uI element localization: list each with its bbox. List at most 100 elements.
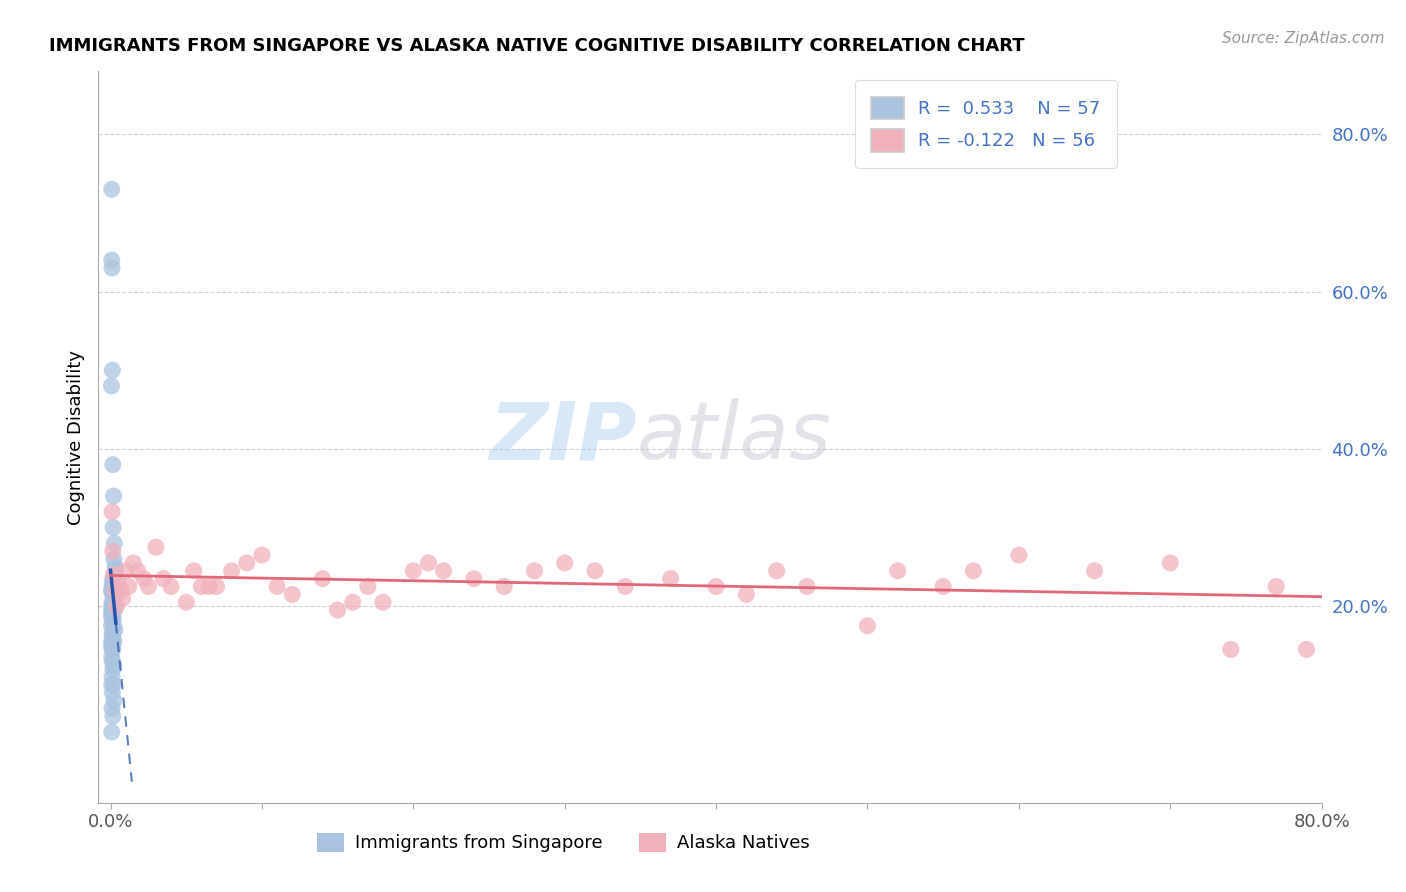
Point [103,658,125,673]
Point [103,599,125,614]
Point [101,631,124,645]
Point [100,634,122,648]
Point [103,678,125,692]
Point [1159,556,1181,570]
Point [101,575,124,590]
Point [103,611,125,625]
Point [138,580,160,594]
Point [101,544,124,558]
Point [101,505,124,519]
Point [100,725,122,739]
Point [614,580,637,594]
Point [962,564,984,578]
Point [101,595,124,609]
Point [357,580,380,594]
Point [160,580,183,594]
Point [796,580,818,594]
Text: IMMIGRANTS FROM SINGAPORE VS ALASKA NATIVE COGNITIVE DISABILITY CORRELATION CHAR: IMMIGRANTS FROM SINGAPORE VS ALASKA NATI… [49,37,1025,54]
Point [856,619,879,633]
Point [100,650,122,665]
Point [932,580,955,594]
Point [107,575,129,590]
Point [101,603,124,617]
Point [101,626,124,640]
Point [371,595,394,609]
Point [1008,548,1031,562]
Point [101,580,124,594]
Point [103,489,125,503]
Point [190,580,212,594]
Point [101,572,124,586]
Point [127,564,149,578]
Point [101,615,124,629]
Point [311,572,333,586]
Point [554,556,576,570]
Point [1265,580,1288,594]
Point [111,591,134,606]
Point [281,587,304,601]
Point [100,253,122,268]
Point [103,536,125,550]
Point [101,260,124,275]
Point [103,634,125,648]
Point [266,580,288,594]
Point [103,591,125,606]
Point [100,607,122,621]
Point [103,693,125,707]
Legend: Immigrants from Singapore, Alaska Natives: Immigrants from Singapore, Alaska Native… [309,826,817,860]
Point [100,583,122,598]
Point [205,580,228,594]
Point [104,583,127,598]
Point [342,595,364,609]
Point [236,556,259,570]
Point [523,564,546,578]
Point [100,619,122,633]
Point [101,642,124,657]
Point [887,564,910,578]
Point [1295,642,1317,657]
Point [221,564,243,578]
Y-axis label: Cognitive Disability: Cognitive Disability [66,350,84,524]
Point [101,662,124,676]
Point [101,654,124,668]
Point [418,556,440,570]
Point [1219,642,1241,657]
Point [463,572,485,586]
Point [101,709,124,723]
Point [103,552,125,566]
Point [198,580,221,594]
Point [101,642,124,657]
Point [100,182,122,196]
Point [145,540,167,554]
Point [118,580,141,594]
Text: ZIP: ZIP [489,398,637,476]
Point [100,603,122,617]
Point [101,520,124,534]
Point [402,564,425,578]
Point [132,572,155,586]
Point [104,559,127,574]
Point [704,580,727,594]
Point [104,567,127,582]
Point [100,583,122,598]
Point [765,564,787,578]
Point [101,670,124,684]
Point [174,595,197,609]
Point [735,587,758,601]
Point [494,580,516,594]
Point [101,686,124,700]
Point [100,678,122,692]
Point [110,583,132,598]
Text: atlas: atlas [637,398,831,476]
Point [583,564,606,578]
Point [100,379,122,393]
Point [101,607,124,621]
Point [101,363,124,377]
Point [104,564,127,578]
Point [1083,564,1105,578]
Point [183,564,205,578]
Point [326,603,349,617]
Point [101,587,124,601]
Point [114,564,136,578]
Point [103,603,125,617]
